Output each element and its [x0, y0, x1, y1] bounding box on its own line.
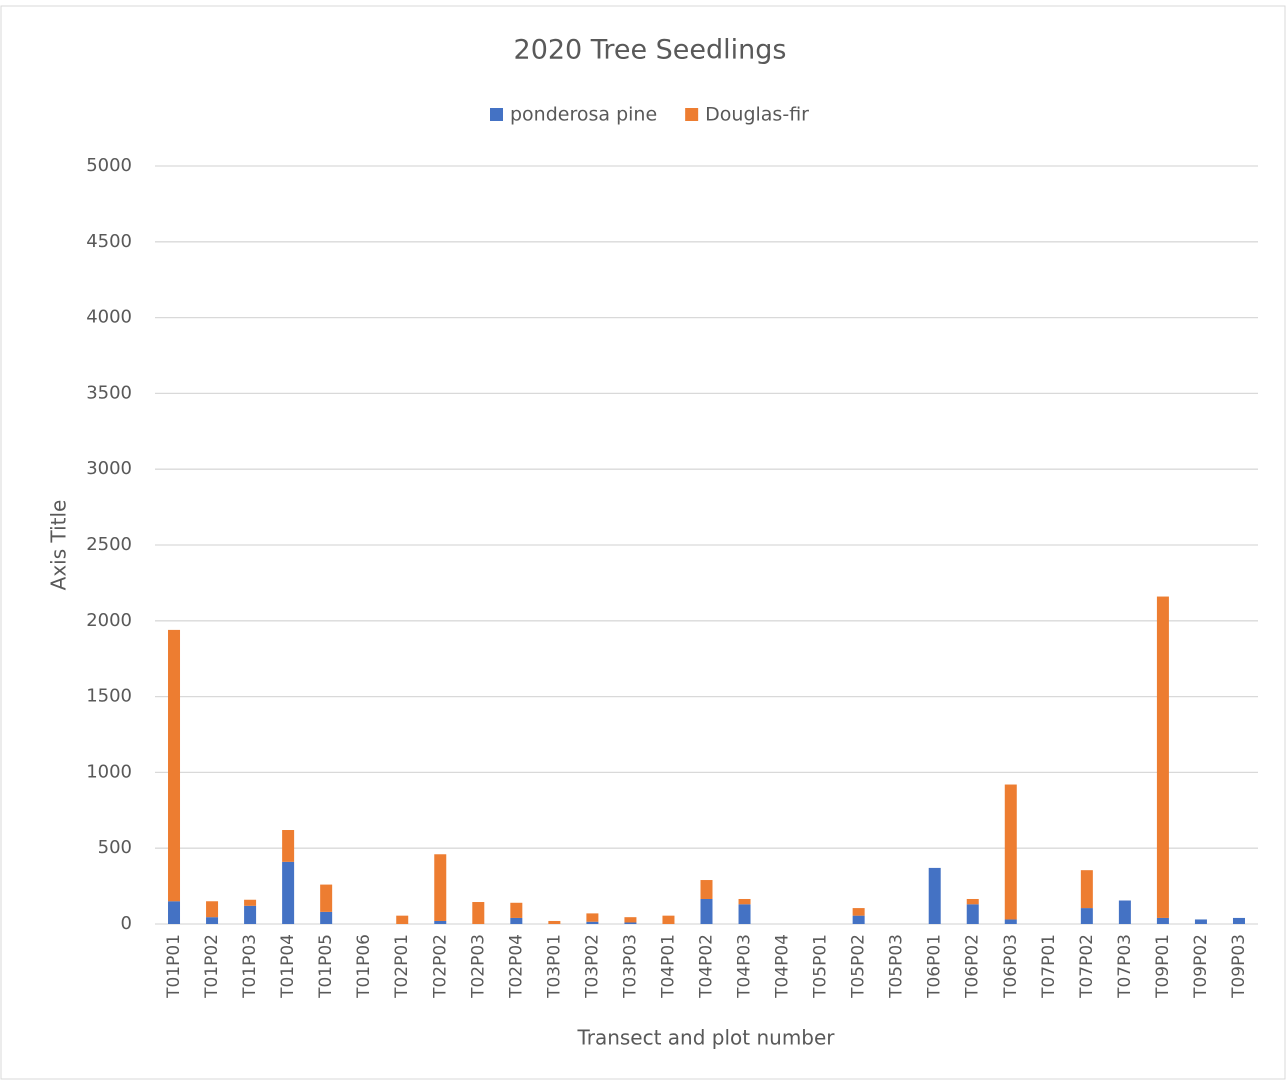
x-tick-label: T04P04 [773, 934, 793, 999]
chart-title: 2020 Tree Seedlings [514, 35, 787, 66]
x-tick-label: T01P06 [354, 934, 374, 999]
bar-segment [548, 920, 561, 924]
y-tick-label: 1000 [86, 761, 132, 782]
x-tick-label: T09P02 [1191, 934, 1211, 999]
bar-segment [1118, 900, 1131, 924]
bar-segment [206, 901, 219, 918]
x-tick-label: T01P01 [164, 934, 184, 999]
bar-segment [1080, 870, 1093, 909]
y-tick-label: 3000 [86, 458, 132, 479]
bar-segment [1080, 908, 1093, 924]
bar-segment [1156, 596, 1169, 918]
bar-segment [1194, 919, 1207, 924]
y-axis-title: Axis Title [47, 500, 71, 591]
y-tick-label: 1500 [86, 686, 132, 707]
x-tick-label: T04P02 [697, 934, 717, 999]
x-tick-label: T07P02 [1077, 934, 1097, 999]
bar-segment [320, 911, 333, 924]
bar-segment [700, 898, 713, 924]
x-tick-label: T03P02 [582, 934, 602, 999]
bar-segment [852, 915, 865, 924]
bar-segment [662, 915, 675, 924]
x-tick-label: T02P02 [430, 934, 450, 999]
bar-segment [244, 905, 257, 924]
x-tick-label: T01P05 [316, 934, 336, 999]
bar-segment [738, 898, 751, 905]
legend-swatch [490, 108, 503, 121]
legend-label: Douglas-fir [705, 104, 809, 126]
x-tick-label: T06P03 [1001, 934, 1021, 999]
bar-segment [206, 917, 219, 924]
x-tick-label: T02P01 [392, 934, 412, 999]
x-tick-label: T06P01 [925, 934, 945, 999]
y-tick-label: 2500 [86, 534, 132, 555]
bar-segment [586, 913, 599, 922]
bar-segment [282, 861, 295, 924]
x-tick-label: T05P03 [887, 934, 907, 999]
x-tick-label: T01P04 [278, 934, 298, 999]
bar-segment [320, 884, 333, 912]
x-tick-label: T02P04 [506, 934, 526, 999]
legend-swatch [685, 108, 699, 121]
x-tick-label: T03P03 [620, 934, 640, 999]
y-tick-label: 2000 [86, 610, 132, 631]
bar-segment [168, 901, 181, 924]
bar-segment [1156, 917, 1169, 924]
bar-segment [472, 902, 485, 924]
bar-segment [966, 904, 979, 924]
x-tick-label: T09P01 [1153, 934, 1173, 999]
bar-segment [510, 917, 523, 924]
bar-segment [700, 880, 713, 899]
x-axis-title: Transect and plot number [576, 1026, 835, 1050]
x-tick-label: T05P02 [849, 934, 869, 999]
y-tick-label: 0 [121, 913, 132, 934]
x-tick-label: T01P02 [202, 934, 222, 999]
bar-segment [1232, 917, 1245, 924]
x-tick-label: T01P03 [240, 934, 260, 999]
legend-label: ponderosa pine [510, 104, 657, 126]
bar-segment [1004, 784, 1017, 920]
bar-segment [586, 921, 599, 924]
x-tick-label: T02P03 [468, 934, 488, 999]
bar-segment [434, 854, 447, 921]
y-tick-label: 3500 [86, 382, 132, 403]
y-tick-label: 4000 [86, 307, 132, 328]
x-tick-label: T07P03 [1115, 934, 1135, 999]
y-tick-label: 500 [98, 837, 132, 858]
bar-segment [168, 629, 181, 902]
bar-segment [396, 915, 409, 924]
bar-segment [966, 898, 979, 905]
bar-segment [282, 830, 295, 862]
bar-segment [624, 917, 637, 923]
x-tick-label: T06P02 [963, 934, 983, 999]
bar-segment [244, 899, 257, 906]
bar-segment [510, 902, 523, 918]
x-tick-label: T03P01 [544, 934, 564, 999]
x-tick-label: T05P01 [811, 934, 831, 999]
x-tick-label: T04P03 [735, 934, 755, 999]
y-tick-label: 5000 [86, 155, 132, 176]
x-tick-label: T09P03 [1229, 934, 1249, 999]
bar-segment [1004, 919, 1017, 924]
bar-segment [434, 920, 447, 924]
y-tick-label: 4500 [86, 231, 132, 252]
bar-segment [624, 922, 637, 924]
bar-segment [928, 867, 941, 924]
x-tick-label: T04P01 [658, 934, 678, 999]
x-tick-label: T07P01 [1039, 934, 1059, 999]
chart-frame [0, 5, 1286, 1080]
bar-segment [852, 908, 865, 916]
bar-segment [738, 904, 751, 924]
